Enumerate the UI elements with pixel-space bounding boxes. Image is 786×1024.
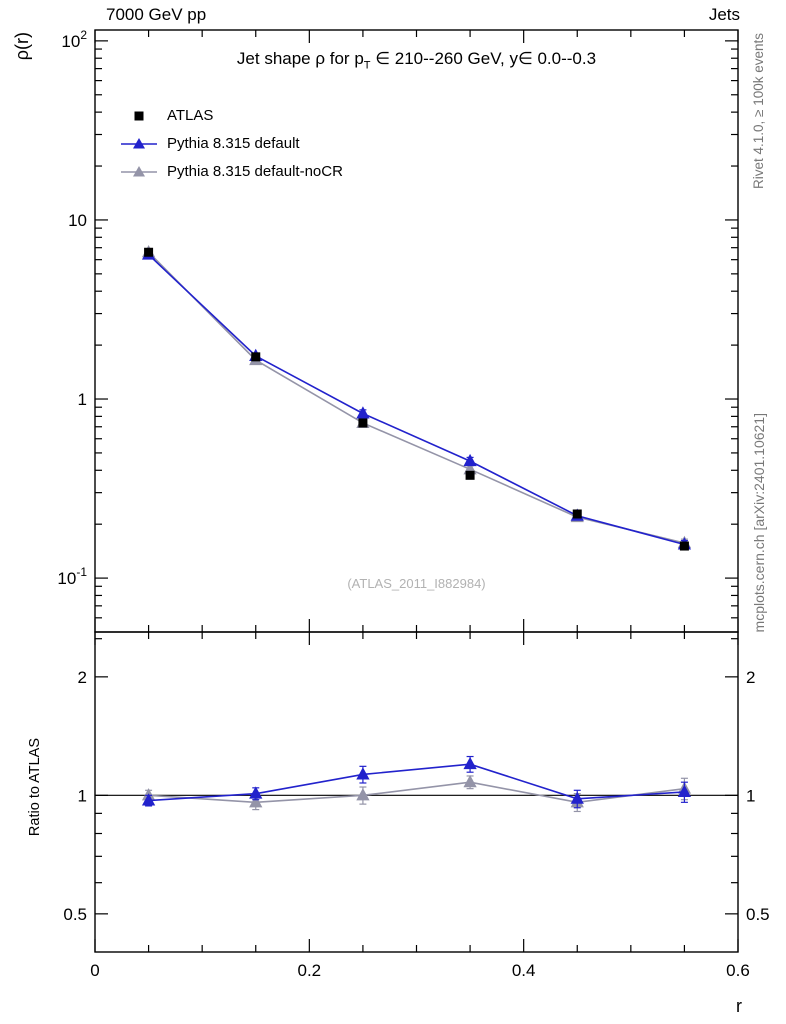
mcplots-citation-note: mcplots.cern.ch [arXiv:2401.10621] <box>751 412 767 632</box>
y-axis-title-main: ρ(r) <box>12 32 32 61</box>
ratio-marker-pythia-8-315-default <box>677 784 692 797</box>
legend-item-atlas: ATLAS <box>121 103 343 128</box>
marker-atlas <box>465 470 475 480</box>
legend-marker-glyph <box>134 111 144 120</box>
ratio-marker-pythia-8-315-default <box>570 791 584 804</box>
legend-label-atlas: ATLAS <box>167 107 214 124</box>
legend-marker-glyph <box>121 137 157 148</box>
marker-atlas <box>358 418 368 428</box>
x-tick-label: 0.4 <box>512 961 536 980</box>
x-tick-label: 0.6 <box>726 961 750 980</box>
legend-label-pythia-nocr: Pythia 8.315 default-noCR <box>167 163 343 180</box>
legend-label-pythia-default: Pythia 8.315 default <box>167 135 300 152</box>
ratio-marker-pythia-8-315-default <box>249 786 263 799</box>
y-tick-label: 10-1 <box>57 565 87 588</box>
legend-item-pythia-nocr: Pythia 8.315 default-noCR <box>121 159 343 184</box>
y-axis-title-ratio: Ratio to ATLAS <box>27 738 43 837</box>
analysis-id-watermark: (ATLAS_2011_I882984) <box>347 576 486 591</box>
ratio-line-pythia-8-315-default <box>148 763 685 802</box>
ratio-marker-pythia-8-315-default <box>356 767 370 780</box>
marker-pythia-8-315-default <box>356 406 370 419</box>
legend-marker <box>133 137 145 148</box>
ratio-tick-label-left: 0.5 <box>63 905 87 924</box>
x-tick-label: 0.2 <box>298 961 322 980</box>
marker-atlas <box>572 509 582 519</box>
legend-item-pythia-default: Pythia 8.315 default <box>121 131 343 156</box>
ratio-marker-pythia-8-315-default-nocr <box>463 774 477 788</box>
pythia-nocr-triangle-marker-icon <box>121 165 157 179</box>
ratio-panel-frame <box>94 631 739 953</box>
marker-pythia-8-315-default <box>463 453 477 467</box>
ratio-tick-label-right: 0.5 <box>746 905 770 924</box>
marker-atlas <box>679 541 689 551</box>
ratio-marker-pythia-8-315-default-nocr <box>249 795 263 808</box>
plot-title-subscript: T <box>363 59 371 72</box>
legend-marker <box>133 165 145 176</box>
plot-title-suffix: ∈ 210--260 GeV, y∈ 0.0--0.3 <box>370 49 597 68</box>
plot-title-prefix: Jet shape ρ for p <box>236 49 364 68</box>
marker-atlas <box>144 247 154 257</box>
plot-title: Jet shape ρ for pT ∈ 210--260 GeV, y∈ 0.… <box>95 49 738 71</box>
legend: ATLAS Pythia 8.315 default Pythia 8.315 … <box>121 103 343 184</box>
ratio-line-pythia-8-315-default-nocr <box>148 781 685 804</box>
x-axis-title: r <box>736 996 742 1016</box>
series-line-pythia-8-315-default <box>148 254 685 546</box>
ratio-marker-pythia-8-315-default-nocr <box>356 788 370 801</box>
y-tick-label: 10 <box>68 211 87 230</box>
legend-marker <box>134 111 144 120</box>
ratio-tick-label-right: 2 <box>746 668 755 687</box>
ratio-marker-pythia-8-315-default <box>141 793 156 806</box>
rivet-version-note: Rivet 4.1.0, ≥ 100k events <box>751 33 766 189</box>
ratio-tick-label-right: 1 <box>746 786 755 805</box>
ratio-marker-pythia-8-315-default <box>463 756 477 770</box>
process-label: Jets <box>708 5 740 24</box>
atlas-square-marker-icon <box>121 109 157 123</box>
series-line-pythia-8-315-default-nocr <box>148 251 685 544</box>
ratio-tick-label-left: 1 <box>78 786 87 805</box>
legend-marker-glyph <box>121 165 157 176</box>
y-tick-label: 102 <box>61 28 87 51</box>
marker-atlas <box>251 352 261 362</box>
x-tick-label: 0 <box>90 961 99 980</box>
ratio-tick-label-left: 2 <box>78 668 87 687</box>
y-tick-label: 1 <box>78 390 87 409</box>
beam-energy-label: 7000 GeV pp <box>106 5 207 24</box>
pythia-default-triangle-marker-icon <box>121 137 157 151</box>
